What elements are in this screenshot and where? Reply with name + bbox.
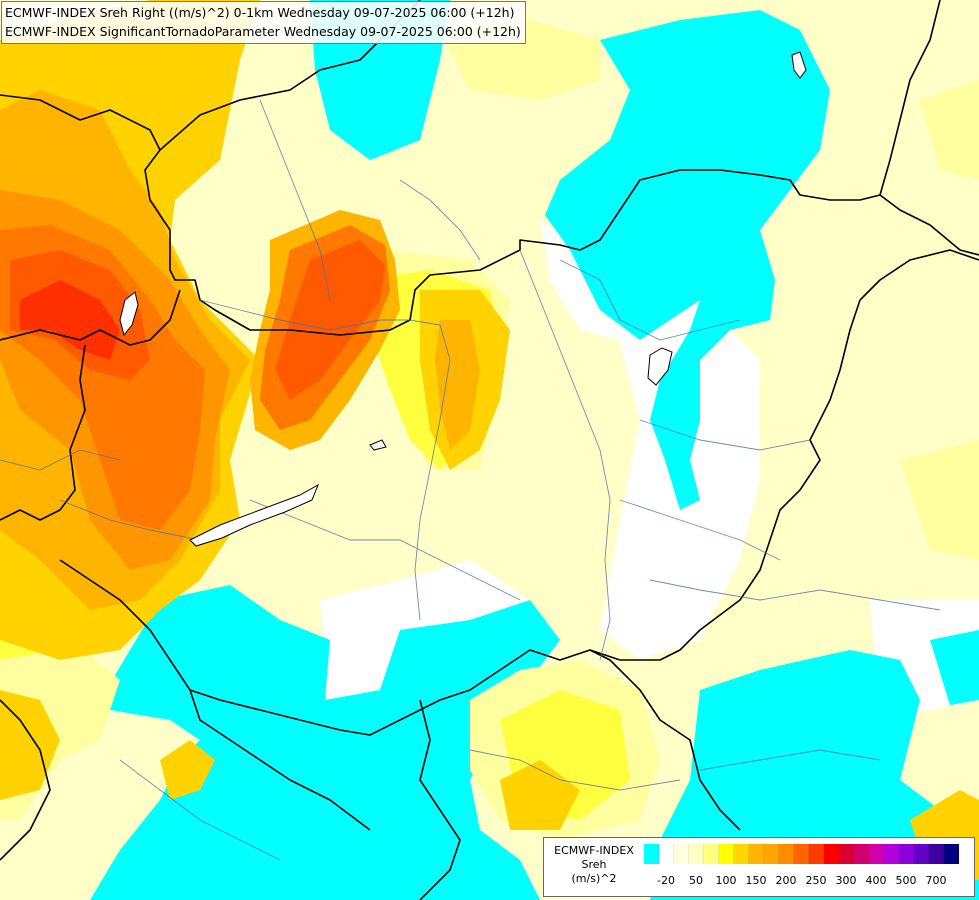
color-legend: ECMWF-INDEX Sreh (m/s)^2 -20 50 100 150 200 2… (543, 837, 975, 897)
legend-swatch (704, 844, 719, 864)
legend-title: ECMWF-INDEX Sreh (m/s)^2 (546, 844, 642, 886)
orange-regions (0, 0, 979, 880)
legend-tick-label: 400 (865, 874, 887, 887)
lake-east (647, 347, 673, 386)
legend-swatch (644, 844, 659, 864)
legend-tick-label: 200 (775, 874, 797, 887)
legend-swatch (824, 844, 839, 864)
legend-tick-label: 300 (835, 874, 857, 887)
lakes (119, 51, 807, 547)
legend-tick-label: 50 (689, 874, 703, 887)
legend-swatch (869, 844, 884, 864)
legend-swatch (899, 844, 914, 864)
legend-tick-label: -20 (657, 874, 675, 887)
map-title-box: ECMWF-INDEX Sreh Right ((m/s)^2) 0-1km W… (1, 1, 526, 44)
legend-swatch (794, 844, 809, 864)
legend-swatch (749, 844, 764, 864)
legend-swatch (674, 844, 689, 864)
legend-title-source: ECMWF-INDEX (554, 844, 634, 857)
legend-swatch (764, 844, 779, 864)
map-title-line1: ECMWF-INDEX Sreh Right ((m/s)^2) 0-1km W… (5, 5, 515, 20)
legend-tick-label: 100 (715, 874, 737, 887)
legend-title-units: (m/s)^2 (571, 872, 617, 885)
lake-small (369, 439, 387, 451)
legend-swatch (944, 844, 959, 864)
legend-title-variable: Sreh (581, 858, 607, 871)
legend-swatch (884, 844, 899, 864)
legend-tick-labels: -20 50 100 150 200 250 300 400 500 700 (644, 874, 974, 890)
legend-tick-label: 150 (745, 874, 767, 887)
rivers (0, 99, 941, 861)
lake-balaton (189, 483, 319, 547)
legend-swatch (929, 844, 944, 864)
legend-swatch (914, 844, 929, 864)
legend-swatch (689, 844, 704, 864)
legend-tick-label: 250 (805, 874, 827, 887)
legend-swatch (809, 844, 824, 864)
legend-color-scale (644, 844, 959, 864)
lake-north (791, 51, 807, 79)
legend-swatch (839, 844, 854, 864)
legend-swatch (659, 844, 674, 864)
lake-neusiedl (119, 291, 139, 337)
map-title-line2: ECMWF-INDEX SignificantTornadoParameter … (5, 24, 521, 39)
legend-tick-label: 500 (895, 874, 917, 887)
legend-swatch (734, 844, 749, 864)
legend-swatch (719, 844, 734, 864)
legend-tick-label: 700 (925, 874, 947, 887)
legend-swatch (779, 844, 794, 864)
legend-swatch (854, 844, 869, 864)
